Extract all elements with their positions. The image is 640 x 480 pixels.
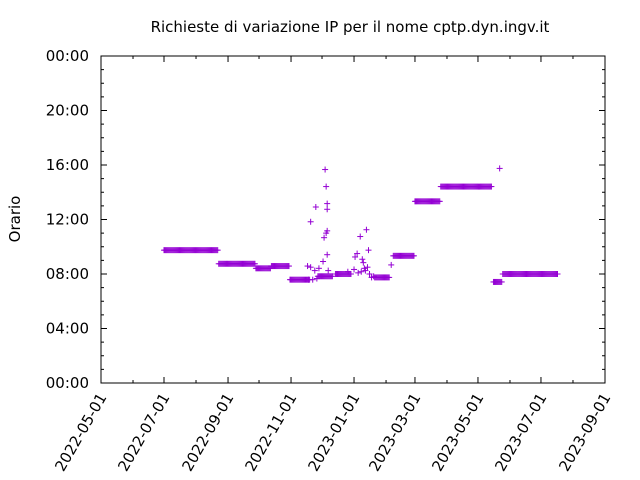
data-point bbox=[311, 267, 318, 274]
data-point bbox=[554, 271, 561, 277]
data-point bbox=[410, 252, 417, 259]
data-point bbox=[251, 260, 258, 267]
data-point bbox=[324, 251, 331, 258]
data-point bbox=[312, 204, 319, 211]
y-tick-label: 20:00 bbox=[46, 102, 89, 120]
data-point bbox=[365, 247, 372, 254]
data-point bbox=[321, 234, 328, 241]
data-point bbox=[386, 274, 393, 281]
y-tick-label: 00:00 bbox=[46, 374, 89, 392]
x-tick-label: 2022-05-01 bbox=[51, 390, 110, 475]
x-tick-label: 2023-09-01 bbox=[555, 390, 614, 475]
data-point bbox=[362, 267, 369, 274]
data-point bbox=[488, 183, 495, 190]
y-tick-label: 00:00 bbox=[46, 47, 89, 65]
data-point bbox=[363, 226, 370, 233]
data-point bbox=[214, 247, 221, 254]
data-point bbox=[370, 273, 377, 280]
data-point bbox=[436, 198, 443, 205]
data-point bbox=[357, 233, 364, 240]
y-tick-label: 12:00 bbox=[46, 211, 89, 229]
data-point bbox=[344, 268, 351, 275]
data-point bbox=[325, 267, 332, 274]
data-point bbox=[351, 266, 358, 273]
data-point bbox=[309, 276, 316, 283]
y-axis: 00:00 04:00 08:00 12:00 16:00 20:00 00:00 bbox=[46, 47, 605, 392]
data-point bbox=[498, 278, 505, 285]
data-point bbox=[304, 263, 311, 270]
data-point bbox=[366, 271, 373, 277]
chart-title: Richieste di variazione IP per il nome c… bbox=[151, 18, 550, 36]
x-tick-label: 2022-07-01 bbox=[114, 390, 173, 475]
data-point bbox=[347, 271, 354, 277]
data-point bbox=[324, 227, 331, 234]
data-point bbox=[329, 273, 336, 280]
data-point bbox=[358, 268, 365, 275]
plot-frame bbox=[100, 55, 606, 384]
data-point bbox=[360, 259, 367, 266]
data-point bbox=[307, 264, 314, 271]
data-point bbox=[320, 258, 327, 265]
data-point bbox=[313, 275, 320, 282]
data-point bbox=[354, 250, 361, 257]
data-point bbox=[388, 261, 395, 268]
data-point bbox=[359, 256, 366, 263]
data-points bbox=[161, 165, 561, 285]
data-point bbox=[352, 253, 359, 260]
x-tick-label: 2023-07-01 bbox=[491, 390, 550, 475]
x-tick-label: 2023-01-01 bbox=[304, 390, 363, 475]
data-point bbox=[323, 183, 330, 190]
y-tick-label: 04:00 bbox=[46, 320, 89, 338]
y-tick-label: 08:00 bbox=[46, 265, 89, 283]
data-point bbox=[315, 265, 322, 272]
data-point bbox=[355, 269, 362, 276]
data-point bbox=[364, 264, 371, 271]
data-point bbox=[307, 218, 314, 225]
data-point bbox=[322, 166, 329, 173]
x-tick-label: 2023-05-01 bbox=[428, 390, 487, 475]
data-point bbox=[324, 200, 331, 207]
x-axis: 2022-05-01 2022-07-01 2022-09-01 2022-11-01… bbox=[51, 56, 614, 475]
y-axis-label: Orario bbox=[6, 196, 24, 243]
y-tick-label: 16:00 bbox=[46, 156, 89, 174]
data-point bbox=[285, 263, 292, 270]
x-tick-label: 2022-11-01 bbox=[241, 390, 300, 475]
x-tick-label: 2022-09-01 bbox=[178, 390, 237, 475]
x-tick-label: 2023-03-01 bbox=[365, 390, 424, 475]
data-point bbox=[496, 165, 503, 172]
data-point bbox=[324, 206, 331, 213]
